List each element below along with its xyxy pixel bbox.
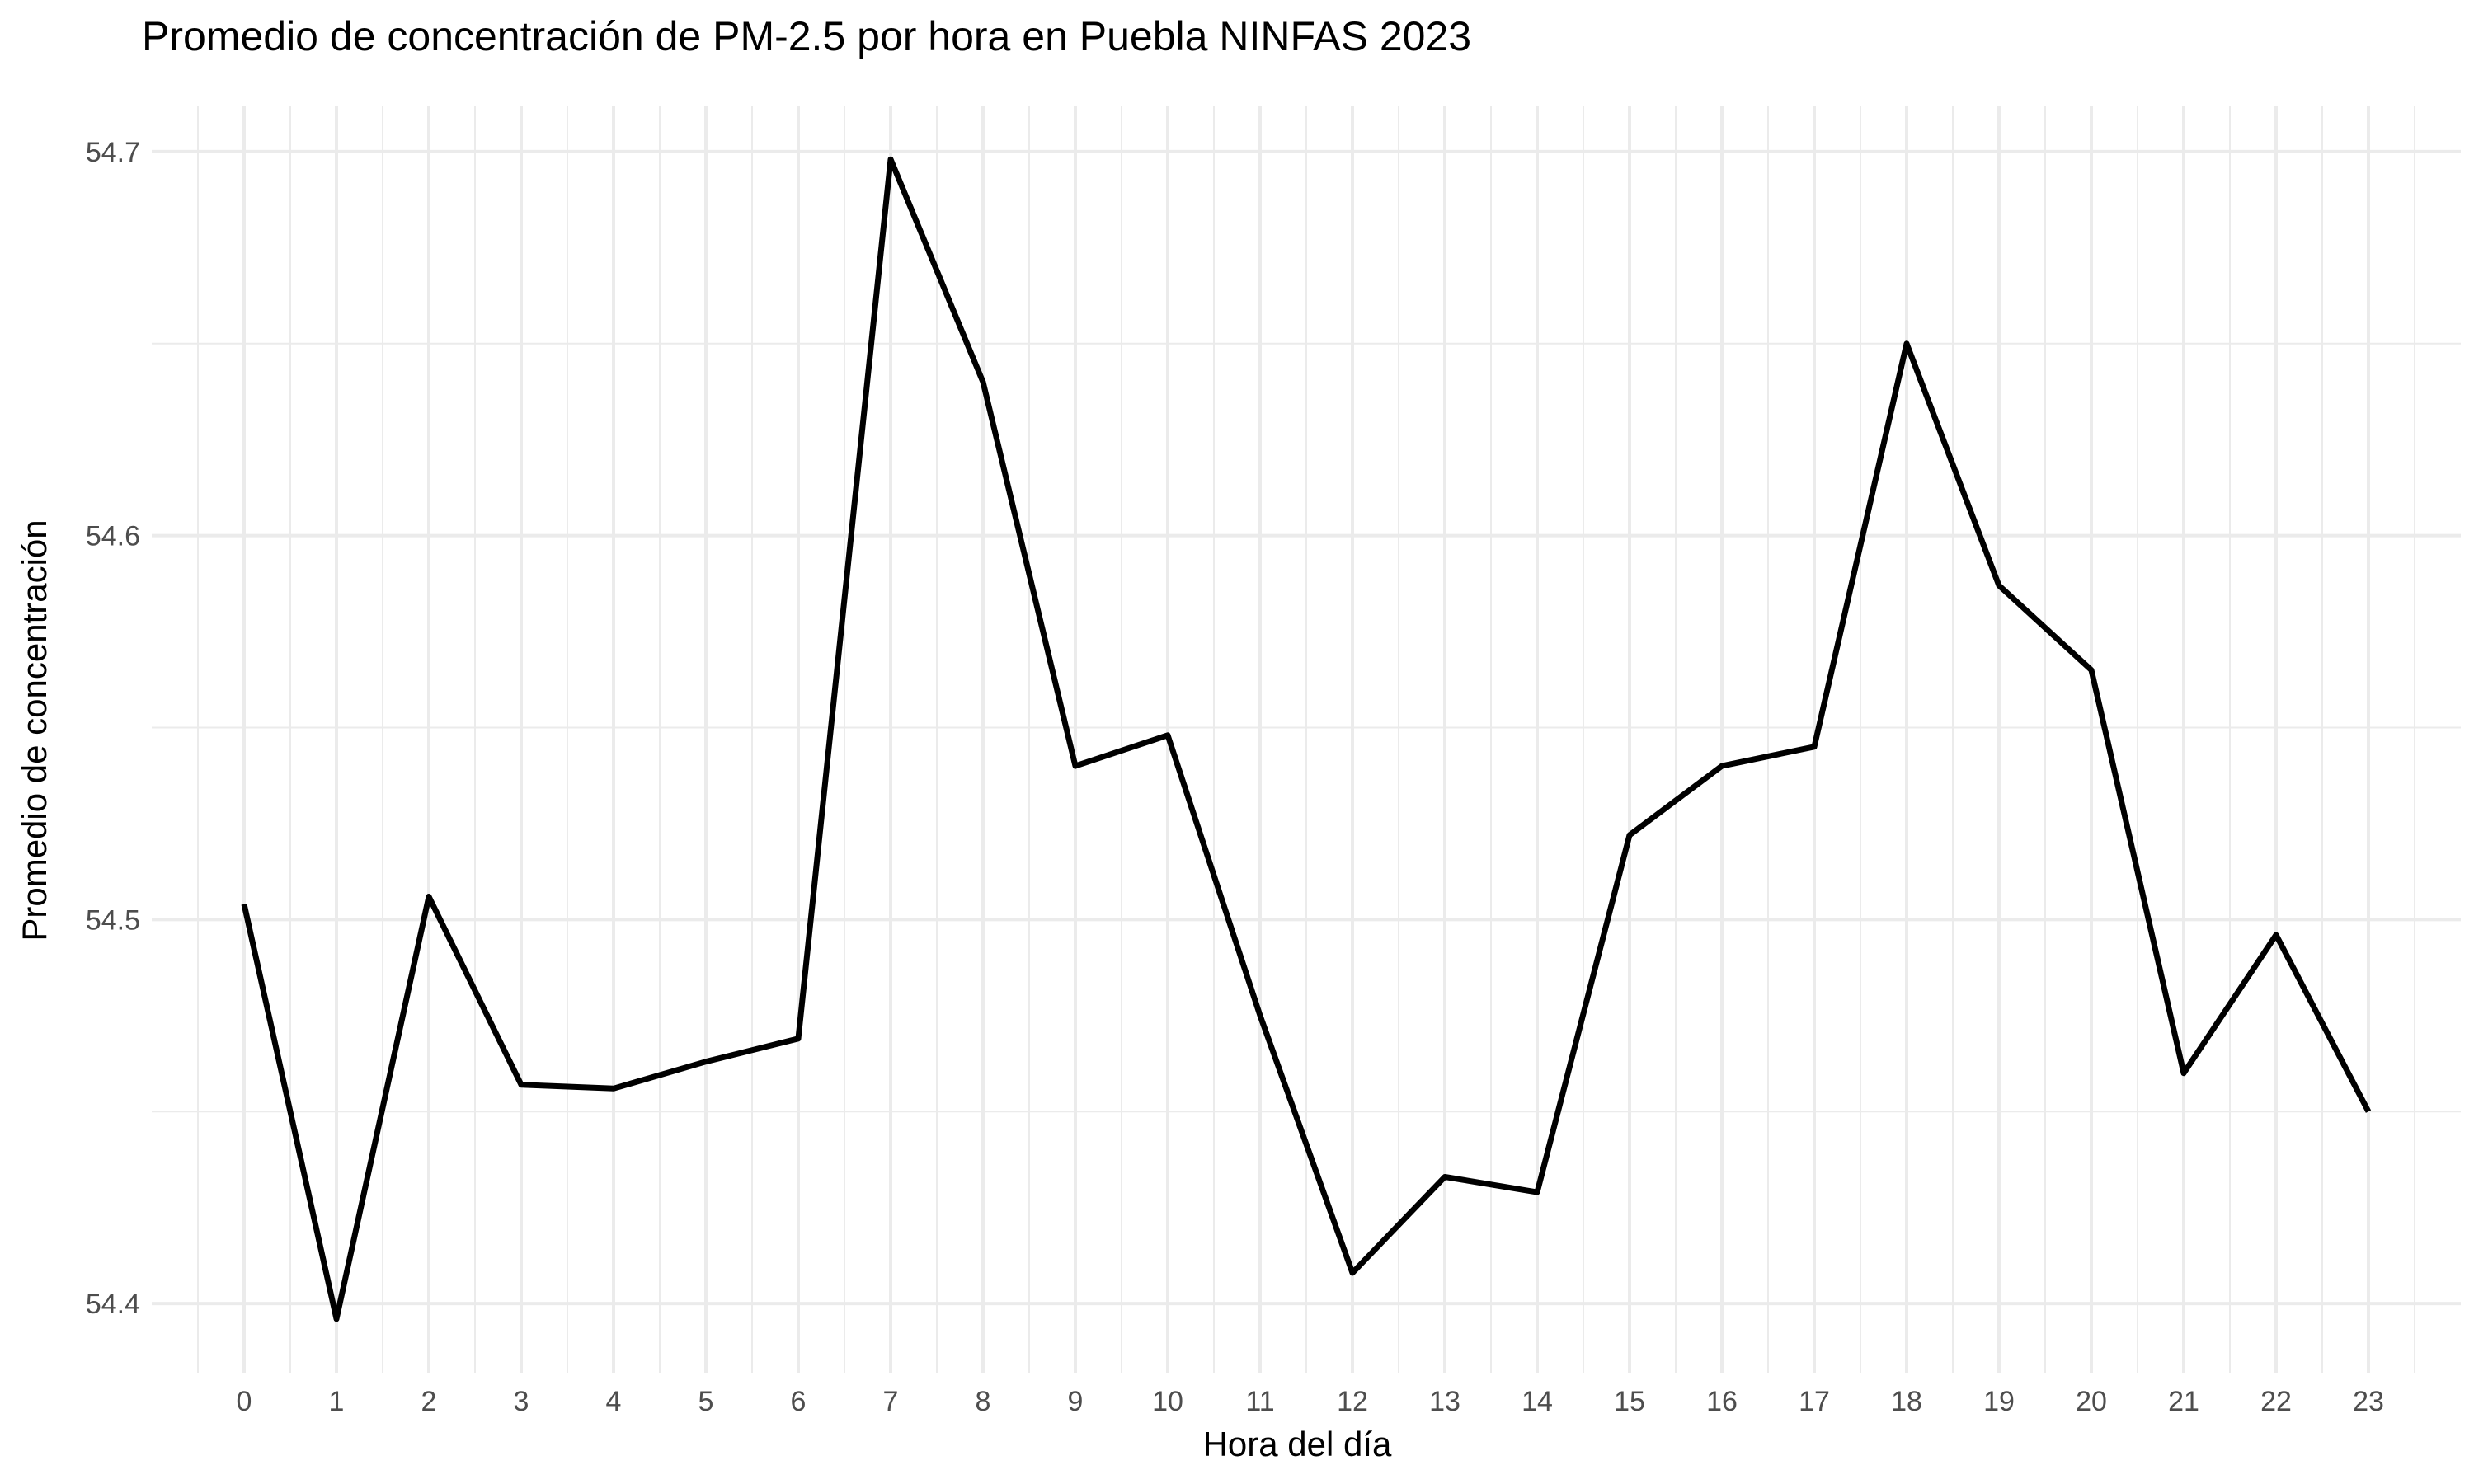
x-tick-label: 2 <box>421 1386 437 1417</box>
x-tick-label: 0 <box>237 1386 252 1417</box>
series-line <box>241 156 2372 1322</box>
x-tick-label: 1 <box>329 1386 345 1417</box>
x-tick-label: 16 <box>1706 1386 1738 1417</box>
y-axis-title: Promedio de concentración <box>15 519 54 941</box>
x-tick-label: 23 <box>2353 1386 2384 1417</box>
x-tick-label: 15 <box>1614 1386 1645 1417</box>
grid <box>152 106 2461 1373</box>
x-axis: 0 1 2 3 4 5 6 7 8 9 10 11 12 13 14 15 16 17 18 19 20 21 22 23 <box>237 1386 2384 1417</box>
x-tick-label: 13 <box>1429 1386 1460 1417</box>
x-tick-label: 10 <box>1152 1386 1183 1417</box>
x-tick-label: 9 <box>1068 1386 1084 1417</box>
x-tick-label: 8 <box>976 1386 991 1417</box>
x-tick-label: 17 <box>1799 1386 1830 1417</box>
x-tick-label: 6 <box>791 1386 807 1417</box>
chart-title: Promedio de concentración de PM-2.5 por … <box>142 13 1471 59</box>
x-tick-label: 12 <box>1337 1386 1368 1417</box>
x-axis-title: Hora del día <box>1203 1425 1392 1463</box>
x-tick-label: 4 <box>606 1386 622 1417</box>
x-tick-label: 21 <box>2168 1386 2199 1417</box>
y-axis: 54.4 54.5 54.6 54.7 <box>86 137 140 1320</box>
x-tick-label: 18 <box>1891 1386 1922 1417</box>
y-tick-label: 54.6 <box>86 521 140 552</box>
series-layer <box>241 156 2372 1322</box>
x-tick-label: 14 <box>1522 1386 1553 1417</box>
y-tick-label: 54.5 <box>86 904 140 936</box>
x-tick-label: 11 <box>1245 1386 1274 1417</box>
x-tick-label: 3 <box>514 1386 529 1417</box>
x-tick-label: 5 <box>698 1386 714 1417</box>
y-tick-label: 54.7 <box>86 137 140 168</box>
x-tick-label: 20 <box>2076 1386 2107 1417</box>
x-tick-label: 19 <box>1983 1386 2015 1417</box>
x-tick-label: 22 <box>2260 1386 2292 1417</box>
y-tick-label: 54.4 <box>86 1289 140 1320</box>
x-tick-label: 7 <box>883 1386 899 1417</box>
